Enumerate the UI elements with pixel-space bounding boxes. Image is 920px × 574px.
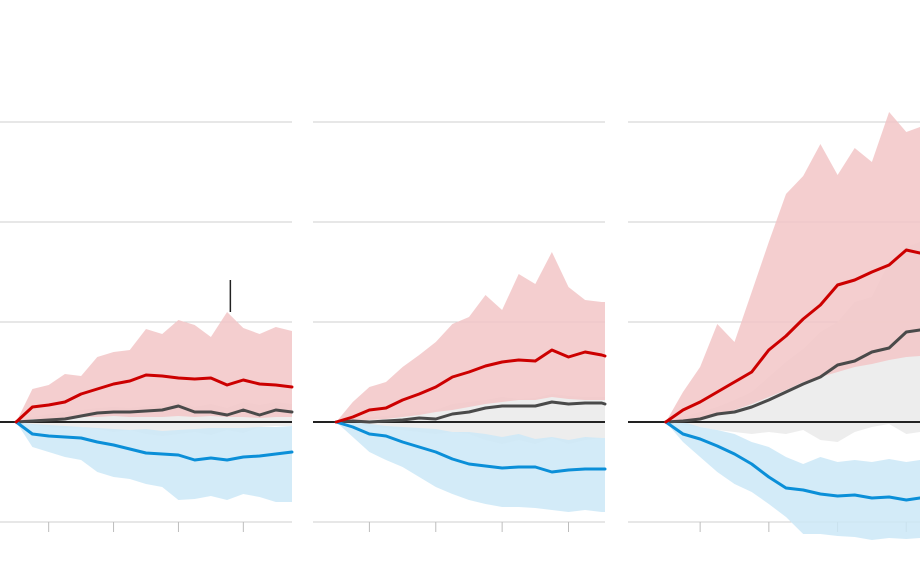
up-band <box>665 112 920 422</box>
chart-panel-3 <box>628 112 920 540</box>
down-line <box>334 420 607 474</box>
up-band <box>336 252 605 422</box>
mid-line <box>14 404 294 424</box>
chart-panel-1 <box>0 121 294 532</box>
mid-line <box>334 400 607 424</box>
up-band <box>16 312 292 422</box>
up-line <box>14 373 294 424</box>
down-line <box>14 420 294 462</box>
up-line <box>664 248 920 424</box>
down-band <box>336 422 605 512</box>
down-band <box>16 422 292 502</box>
mid-band <box>665 242 920 442</box>
up-line <box>334 348 607 424</box>
down-line <box>664 420 920 502</box>
mid-line <box>664 328 920 424</box>
chart-panel-2 <box>313 121 607 532</box>
